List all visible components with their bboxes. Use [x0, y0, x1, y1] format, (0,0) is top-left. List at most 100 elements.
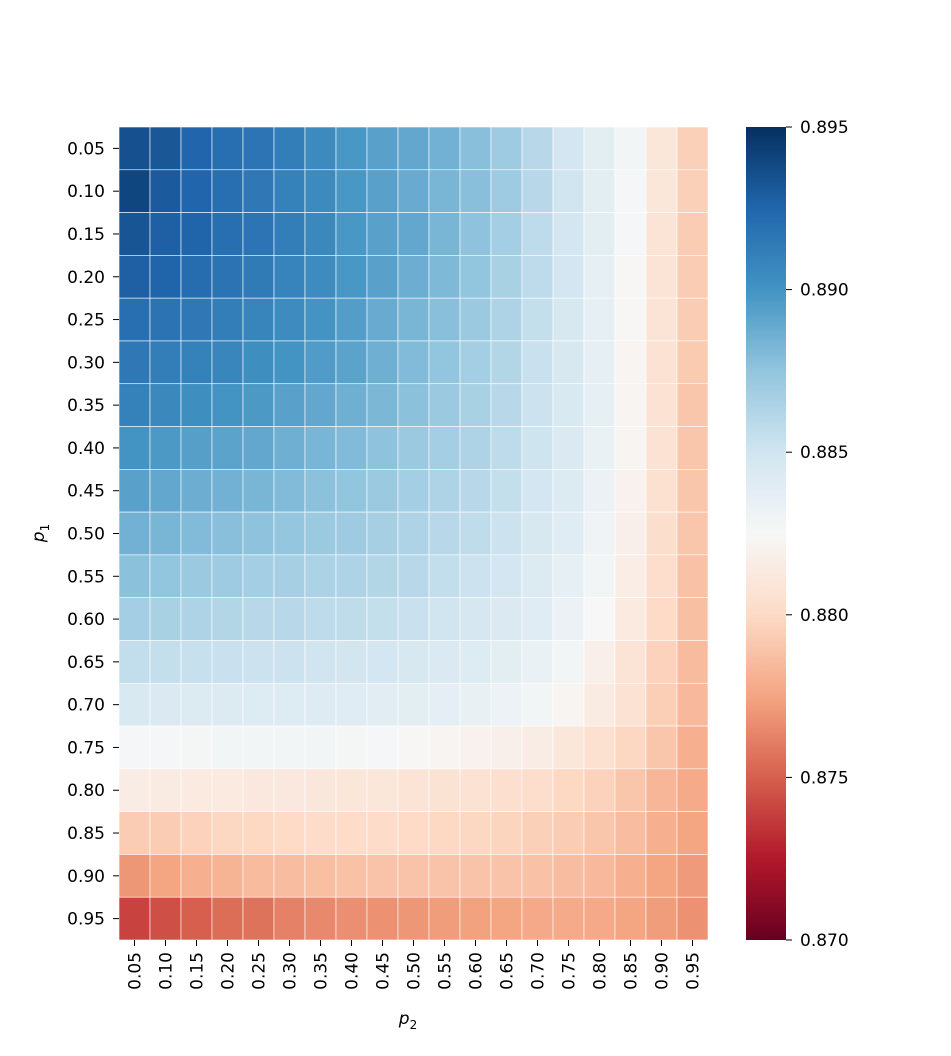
heatmap-cell — [304, 597, 337, 641]
heatmap-cell — [676, 725, 709, 770]
heatmap-cell — [676, 811, 709, 855]
heatmap-cell — [180, 426, 213, 470]
heatmap-cell — [552, 811, 585, 855]
heatmap-cell — [335, 854, 368, 898]
heatmap-cell — [428, 896, 461, 941]
heatmap-cell — [614, 896, 647, 941]
heatmap-cell — [614, 768, 647, 812]
heatmap-cell — [118, 854, 151, 898]
heatmap-cell — [490, 169, 523, 213]
heatmap-cell — [676, 768, 709, 812]
heatmap-cell — [645, 169, 678, 213]
heatmap-cell — [242, 682, 275, 727]
heatmap-cell — [676, 511, 709, 556]
heatmap-cell — [552, 126, 585, 171]
heatmap-cell — [149, 511, 182, 556]
heatmap-cell — [490, 126, 523, 171]
heatmap-cell — [552, 554, 585, 598]
heatmap-cell — [242, 340, 275, 385]
heatmap-cell — [614, 682, 647, 727]
heatmap-cell — [180, 554, 213, 598]
heatmap-cell — [397, 426, 430, 470]
x-tick-label: 0.65 — [498, 952, 518, 990]
heatmap-cell — [676, 383, 709, 427]
heatmap-cell — [583, 169, 616, 213]
heatmap-cell — [521, 896, 554, 941]
heatmap-cell — [521, 340, 554, 385]
heatmap-cell — [490, 768, 523, 812]
heatmap-cell — [397, 896, 430, 941]
heatmap-cell — [211, 811, 244, 855]
heatmap-cell — [335, 212, 368, 256]
heatmap-cell — [397, 725, 430, 770]
heatmap-cell — [397, 340, 430, 385]
heatmap-cell — [583, 725, 616, 770]
heatmap-cell — [521, 383, 554, 427]
heatmap-cell — [273, 811, 306, 855]
heatmap-cell — [366, 340, 399, 385]
heatmap-cell — [397, 469, 430, 513]
heatmap-cell — [490, 854, 523, 898]
heatmap-cell — [459, 640, 492, 684]
heatmap-cell — [273, 725, 306, 770]
y-tick-label: 0.20 — [67, 268, 105, 288]
heatmap-cell — [428, 725, 461, 770]
heatmap-cell — [614, 169, 647, 213]
heatmap-cell — [180, 212, 213, 256]
heatmap-cell — [614, 554, 647, 598]
heatmap-cell — [459, 469, 492, 513]
heatmap-cell — [490, 340, 523, 385]
heatmap-cell — [304, 682, 337, 727]
heatmap-cell — [366, 597, 399, 641]
heatmap-cell — [335, 640, 368, 684]
heatmap-cell — [490, 554, 523, 598]
heatmap-cell — [304, 126, 337, 171]
heatmap-cell — [149, 640, 182, 684]
heatmap-cell — [490, 255, 523, 299]
y-axis-label-base: p — [29, 531, 49, 543]
y-tick-label: 0.80 — [67, 781, 105, 801]
y-tick-label: 0.05 — [67, 139, 105, 159]
colorbar-tick-label: 0.890 — [800, 281, 849, 301]
heatmap-cell — [273, 554, 306, 598]
heatmap-cell — [304, 340, 337, 385]
heatmap-cell — [335, 255, 368, 299]
heatmap-cell — [459, 255, 492, 299]
heatmap-cell — [118, 682, 151, 727]
heatmap-cell — [180, 511, 213, 556]
heatmap-cell — [583, 896, 616, 941]
y-tick-label: 0.15 — [67, 225, 105, 245]
colorbar — [746, 127, 786, 940]
heatmap-cell — [428, 854, 461, 898]
heatmap-cell — [304, 640, 337, 684]
heatmap-cell — [614, 383, 647, 427]
heatmap-cell — [521, 297, 554, 342]
heatmap-cell — [242, 126, 275, 171]
heatmap-cell — [118, 297, 151, 342]
heatmap-cell — [366, 725, 399, 770]
heatmap-cell — [583, 768, 616, 812]
heatmap-cell — [211, 340, 244, 385]
heatmap-cell — [211, 896, 244, 941]
heatmap-cell — [211, 126, 244, 171]
heatmap-cell — [428, 469, 461, 513]
heatmap-cell — [645, 768, 678, 812]
heatmap-cell — [521, 255, 554, 299]
heatmap-cell — [459, 554, 492, 598]
x-tick-label: 0.10 — [157, 952, 177, 990]
heatmap-cell — [428, 597, 461, 641]
heatmap-cell — [366, 297, 399, 342]
x-tick-label: 0.55 — [436, 952, 456, 990]
heatmap-cell — [583, 682, 616, 727]
heatmap-cell — [180, 682, 213, 727]
heatmap-cell — [304, 383, 337, 427]
heatmap-cell — [552, 469, 585, 513]
heatmap-cell — [366, 255, 399, 299]
heatmap-cell — [397, 768, 430, 812]
heatmap-cell — [273, 126, 306, 171]
heatmap-cells — [118, 126, 709, 941]
heatmap-cell — [397, 811, 430, 855]
heatmap-cell — [304, 511, 337, 556]
heatmap-cell — [397, 126, 430, 171]
